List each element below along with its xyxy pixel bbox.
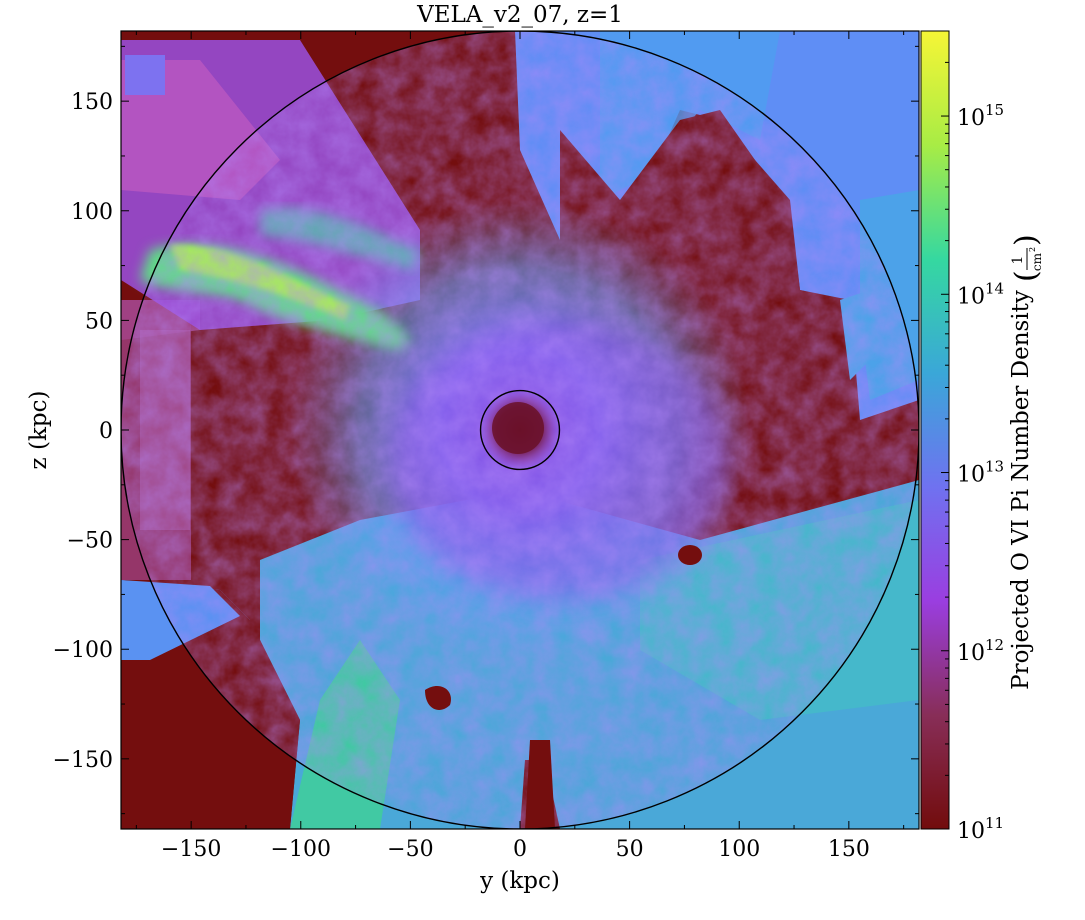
x-tick-label: −100	[271, 837, 331, 862]
y-tick-label: −100	[53, 638, 113, 663]
colorbar-unit-exponent: 2	[1028, 247, 1037, 252]
x-tick-label: 0	[513, 837, 527, 862]
y-tick-label: 50	[85, 309, 113, 334]
y-tick-label: −50	[67, 529, 113, 554]
colorbar-unit-numerator: 1	[1010, 256, 1026, 265]
x-tick-label: 50	[616, 837, 644, 862]
chart-title: VELA_v2_07, z=1	[416, 2, 623, 28]
y-axis: 150 100 50 0 −50 −100 −150	[53, 45, 919, 815]
y-tick-label: 100	[71, 200, 113, 225]
colorbar-tick-label: 1013	[957, 458, 1004, 488]
colorbar-tick-label: 1011	[957, 814, 1004, 844]
colorbar-tick-label: 1012	[957, 636, 1004, 666]
x-tick-label: 150	[828, 837, 870, 862]
colorbar-tick-label: 1014	[957, 279, 1004, 309]
x-tick-label: −150	[161, 837, 221, 862]
y-tick-label: 0	[99, 419, 113, 444]
inner-galaxy-circle	[479, 389, 561, 471]
x-tick-label: 100	[718, 837, 760, 862]
colorbar-label: Projected O VI Pi Number Density ( 1 cm …	[1008, 234, 1044, 690]
x-tick-label: −50	[387, 837, 433, 862]
x-axis: −150 −100 −50 0 50 100 150	[135, 31, 905, 862]
colorbar-unit-denominator: cm	[1030, 252, 1044, 271]
colorbar	[920, 30, 950, 830]
heatmap-image	[121, 31, 919, 829]
y-axis-label: z (kpc)	[26, 391, 52, 470]
colorbar-ticks: 1011 1012 1013 1014 1015	[941, 30, 1004, 844]
colorbar-paren-close: )	[1009, 234, 1044, 246]
y-tick-label: −150	[53, 748, 113, 773]
x-axis-label: y (kpc)	[479, 868, 560, 894]
colorbar-paren-open: (	[1009, 270, 1044, 282]
y-tick-label: 150	[71, 90, 113, 115]
colorbar-label-main: Projected O VI Pi Number Density	[1008, 290, 1034, 690]
colorbar-tick-label: 1015	[957, 101, 1004, 131]
